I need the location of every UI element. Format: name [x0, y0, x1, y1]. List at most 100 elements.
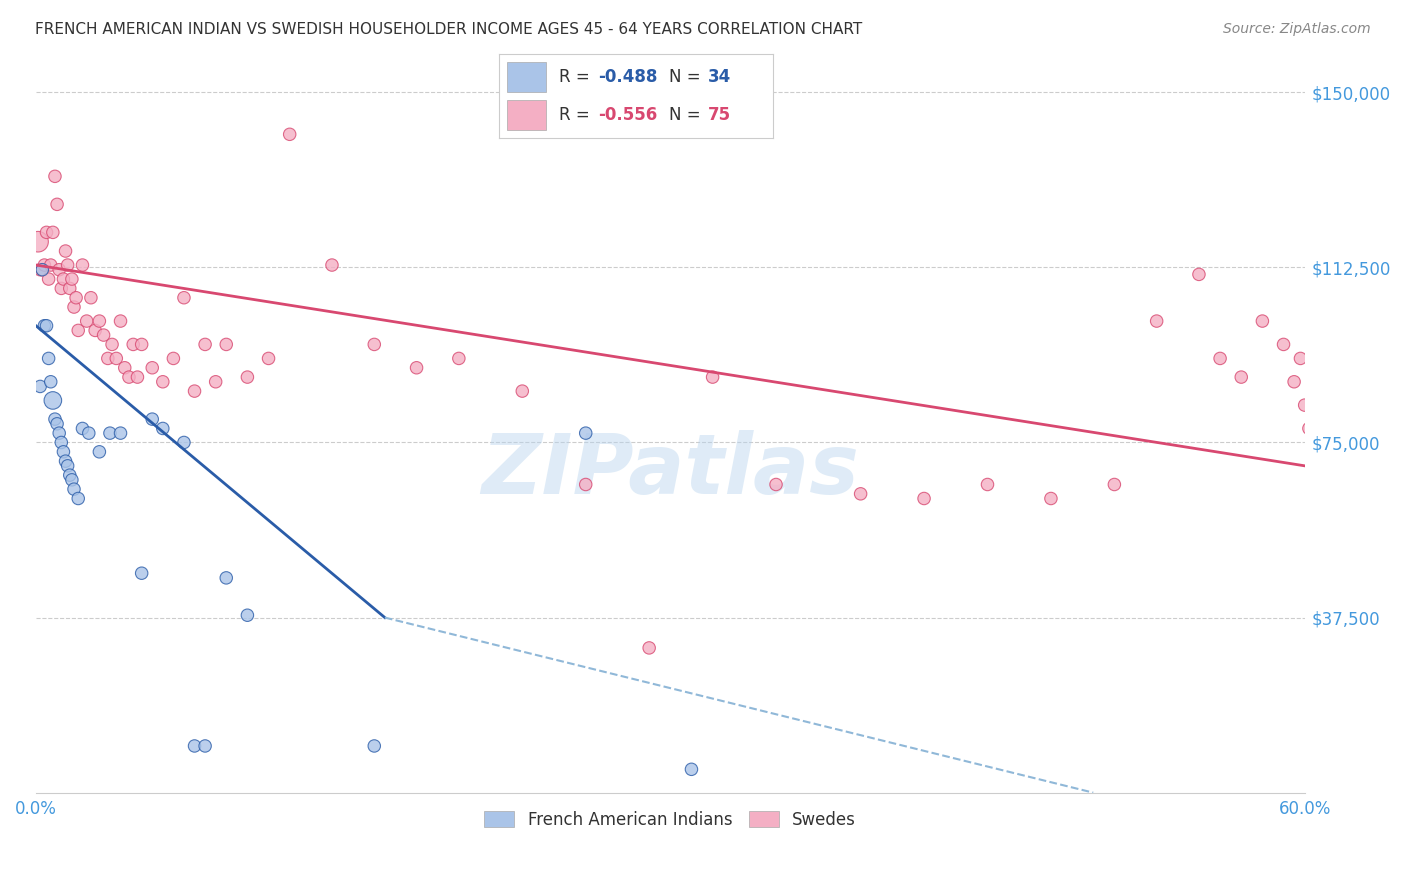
- Point: [173, 435, 195, 450]
- Text: ZIPatlas: ZIPatlas: [481, 430, 859, 510]
- Point: [46, 417, 69, 431]
- Point: [63, 300, 86, 314]
- Text: 34: 34: [707, 68, 731, 86]
- Point: [44, 412, 66, 426]
- Text: R =: R =: [560, 106, 596, 124]
- Point: [89, 445, 111, 459]
- Point: [141, 412, 163, 426]
- Point: [38, 272, 60, 286]
- Point: [1230, 370, 1253, 384]
- Point: [80, 291, 103, 305]
- Point: [55, 244, 77, 258]
- Point: [56, 458, 79, 473]
- Point: [976, 477, 998, 491]
- Point: [34, 258, 56, 272]
- Point: [48, 262, 70, 277]
- Point: [236, 370, 259, 384]
- Point: [52, 445, 75, 459]
- Text: N =: N =: [669, 106, 706, 124]
- Point: [1039, 491, 1062, 506]
- Point: [162, 351, 184, 366]
- Point: [97, 351, 120, 366]
- Point: [1302, 496, 1324, 510]
- Point: [110, 314, 132, 328]
- Point: [118, 370, 141, 384]
- Point: [1315, 482, 1337, 496]
- Point: [204, 375, 226, 389]
- Point: [1272, 337, 1295, 351]
- Point: [65, 291, 87, 305]
- Point: [127, 370, 149, 384]
- Point: [681, 762, 703, 776]
- Point: [31, 262, 53, 277]
- Point: [363, 739, 385, 753]
- Point: [1282, 375, 1305, 389]
- Point: [363, 337, 385, 351]
- Point: [1336, 482, 1358, 496]
- Point: [1306, 496, 1329, 510]
- Point: [38, 351, 60, 366]
- Point: [77, 426, 100, 441]
- Point: [447, 351, 470, 366]
- Point: [236, 608, 259, 623]
- Point: [30, 379, 52, 393]
- Point: [31, 262, 53, 277]
- Point: [1289, 351, 1312, 366]
- FancyBboxPatch shape: [508, 100, 546, 130]
- Point: [114, 360, 136, 375]
- Point: [1104, 477, 1126, 491]
- Text: -0.556: -0.556: [598, 106, 657, 124]
- Text: FRENCH AMERICAN INDIAN VS SWEDISH HOUSEHOLDER INCOME AGES 45 - 64 YEARS CORRELAT: FRENCH AMERICAN INDIAN VS SWEDISH HOUSEH…: [35, 22, 862, 37]
- Text: 75: 75: [707, 106, 731, 124]
- Point: [72, 421, 94, 435]
- Point: [67, 491, 90, 506]
- Text: R =: R =: [560, 68, 596, 86]
- Point: [60, 473, 83, 487]
- Point: [152, 421, 174, 435]
- Point: [278, 128, 301, 142]
- Point: [93, 328, 115, 343]
- Point: [42, 393, 65, 408]
- Point: [257, 351, 280, 366]
- Point: [702, 370, 724, 384]
- Point: [152, 375, 174, 389]
- Point: [912, 491, 935, 506]
- Point: [51, 281, 73, 295]
- Point: [76, 314, 98, 328]
- Point: [52, 272, 75, 286]
- Point: [141, 360, 163, 375]
- Point: [765, 477, 787, 491]
- Point: [98, 426, 121, 441]
- Point: [131, 566, 153, 581]
- Point: [60, 272, 83, 286]
- Point: [56, 258, 79, 272]
- Point: [55, 454, 77, 468]
- Point: [1146, 314, 1168, 328]
- Point: [67, 323, 90, 337]
- Point: [35, 225, 58, 239]
- Legend: French American Indians, Swedes: French American Indians, Swedes: [478, 805, 863, 836]
- Point: [39, 258, 62, 272]
- Point: [35, 318, 58, 333]
- Point: [194, 739, 217, 753]
- Point: [59, 468, 82, 483]
- Text: N =: N =: [669, 68, 706, 86]
- Point: [194, 337, 217, 351]
- Point: [105, 351, 128, 366]
- Point: [1251, 314, 1274, 328]
- Point: [510, 384, 533, 398]
- Point: [63, 482, 86, 496]
- Point: [321, 258, 343, 272]
- Point: [42, 225, 65, 239]
- FancyBboxPatch shape: [508, 62, 546, 92]
- Point: [44, 169, 66, 184]
- Point: [183, 739, 205, 753]
- Point: [1298, 421, 1320, 435]
- Point: [27, 235, 49, 249]
- Point: [131, 337, 153, 351]
- Point: [215, 571, 238, 585]
- Point: [48, 426, 70, 441]
- Text: Source: ZipAtlas.com: Source: ZipAtlas.com: [1223, 22, 1371, 37]
- Point: [122, 337, 145, 351]
- Point: [575, 426, 598, 441]
